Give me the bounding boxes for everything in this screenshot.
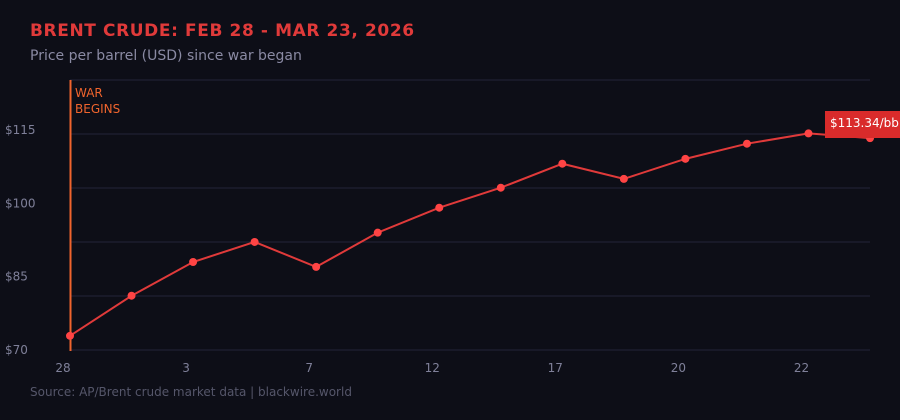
data-point[interactable] [127, 291, 136, 300]
data-point[interactable] [558, 159, 567, 168]
source-note: Source: AP/Brent crude market data | bla… [30, 385, 352, 399]
war-annotation-line2: BEGINS [75, 102, 120, 116]
x-axis-ticks: 28 3 7 12 17 20 22 [55, 361, 809, 375]
x-tick-label: 22 [794, 361, 809, 375]
y-axis-ticks: $70 $85 $100 $115 [5, 123, 36, 357]
data-point[interactable] [435, 203, 444, 212]
x-tick-label: 12 [425, 361, 440, 375]
y-tick-label: $70 [5, 343, 28, 357]
data-point[interactable] [250, 237, 259, 246]
x-tick-label: 28 [55, 361, 70, 375]
data-point[interactable] [681, 154, 690, 163]
data-point[interactable] [312, 262, 321, 271]
x-tick-label: 20 [671, 361, 686, 375]
y-tick-label: $85 [5, 270, 28, 284]
y-tick-label: $100 [5, 196, 36, 210]
war-annotation-line1: WAR [75, 86, 103, 100]
data-point[interactable] [373, 228, 382, 237]
x-tick-label: 3 [182, 361, 190, 375]
last-price-label-bg [825, 111, 900, 138]
chart-title: BRENT CRUDE: FEB 28 - MAR 23, 2026 [30, 21, 415, 41]
data-point[interactable] [189, 258, 198, 266]
price-line [69, 132, 871, 337]
last-price-label: $113.34/bb [830, 116, 899, 130]
data-point[interactable] [66, 331, 74, 340]
x-tick-label: 17 [548, 361, 563, 375]
chart-subtitle: Price per barrel (USD) since war began [30, 48, 302, 64]
gridlines [70, 79, 870, 351]
data-point[interactable] [742, 139, 751, 148]
x-tick-label: 7 [305, 361, 313, 375]
data-points [66, 129, 875, 340]
y-tick-label: $115 [5, 123, 36, 137]
data-point[interactable] [496, 183, 505, 192]
data-point[interactable] [804, 129, 813, 138]
data-point[interactable] [619, 174, 628, 183]
